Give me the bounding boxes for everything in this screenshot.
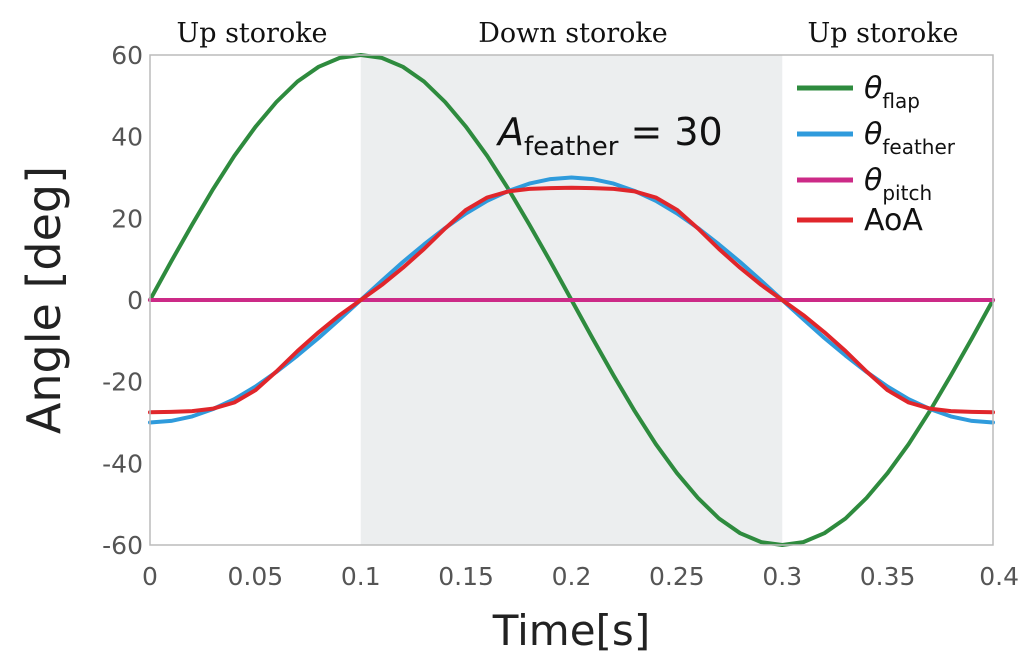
legend-entry-flap: θflap [864,71,920,113]
x-tick-label: 0 [142,562,158,591]
x-tick-label: 0.4 [979,562,1019,591]
x-tick-label: 0.35 [860,562,916,591]
legend-label: AoA [864,203,923,238]
y-tick-label: 60 [111,41,143,70]
feather-amplitude-annotation: Afeather = 30 [495,110,723,162]
y-tick-label: 20 [111,204,143,233]
y-tick-label: -20 [102,368,143,397]
y-tick-labels: 60 40 20 0 -20 -40 -60 [102,41,143,560]
annotation-subscript: feather [524,132,619,162]
phase-labels: Up storoke Down storoke Up storoke [176,18,958,49]
series-line-aoa [148,185,995,415]
x-tick-label: 0.05 [228,562,284,591]
x-tick-label: 0.15 [438,562,494,591]
annotation-value: = 30 [630,110,722,154]
plot-lines [148,53,995,547]
legend-subscript: flap [882,89,920,113]
y-tick-label: -40 [102,449,143,478]
x-tick-label: 0.1 [341,562,381,591]
phase-label: Down storoke [478,18,667,49]
legend-label: θ [864,117,882,152]
legend-entry-pitch: θpitch [864,163,932,205]
x-axis-label: Time[s] [492,606,650,655]
x-tick-label: 0.3 [762,562,802,591]
x-tick-label: 0.2 [552,562,592,591]
x-tick-label: 0.25 [649,562,705,591]
y-tick-label: -60 [102,531,143,560]
phase-label: Up storoke [176,18,327,49]
legend-label: θ [864,163,882,198]
legend-subscript: feather [882,135,955,159]
series-line-feather [148,175,995,425]
y-axis-label: Angle [deg] [17,166,71,434]
y-tick-label: 0 [127,286,143,315]
legend-label: θ [864,71,882,106]
legend-entry-feather: θfeather [864,117,956,159]
plot-frame [149,54,994,546]
annotation-symbol: A [495,110,524,154]
legend-entry-aoa: AoA [864,203,923,238]
y-tick-label: 40 [111,123,143,152]
phase-label: Up storoke [807,18,958,49]
legend-subscript: pitch [882,181,932,205]
x-tick-labels: 0 0.05 0.1 0.15 0.2 0.25 0.3 0.35 0.4 [142,562,1019,591]
